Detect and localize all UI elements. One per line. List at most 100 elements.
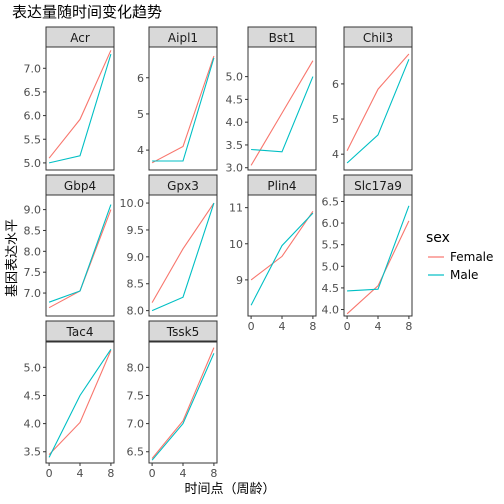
x-tick-label: 0 <box>248 320 255 333</box>
y-tick-label: 6.5 <box>322 195 340 208</box>
x-tick-label: 8 <box>405 320 412 333</box>
y-tick-label: 9 <box>236 274 243 287</box>
series-line-male <box>250 212 314 306</box>
facet-strip <box>148 320 218 342</box>
x-tick-label: 0 <box>149 467 156 480</box>
x-tick-label: 4 <box>77 467 84 480</box>
facet-strip-label: Tssk5 <box>166 325 199 339</box>
y-tick-label: 8.0 <box>127 305 145 318</box>
series-line-male <box>151 202 215 312</box>
facet-plot-area <box>148 341 218 464</box>
chart-title: 表达量随时间变化趋势 <box>12 3 162 21</box>
legend-label-male: Male <box>450 268 478 282</box>
y-tick-label: 9.0 <box>127 251 145 264</box>
y-tick-label: 6.5 <box>24 86 42 99</box>
series-line-female <box>250 60 314 166</box>
facet-panel-bst1: Bst1 3.0 3.5 4.0 4.5 5.0 <box>226 26 317 175</box>
y-tick-label: 10.0 <box>120 197 145 210</box>
y-tick-label: 4.5 <box>24 389 42 402</box>
facet-panel-gpx3: Gpx3 8.0 8.5 9.0 9.5 10.0 <box>120 174 218 318</box>
facet-panel-aipl1: Aipl1 4 5 6 <box>137 26 218 171</box>
facet-panel-slc17a9: Slc17a9 4.0 4.5 5.0 5.5 6.0 6.5 0 4 8 <box>322 174 413 333</box>
y-tick-label: 6.0 <box>322 217 340 230</box>
x-tick-label: 4 <box>375 320 382 333</box>
y-tick-label: 5.5 <box>322 239 340 252</box>
series-line-female <box>346 53 410 151</box>
y-tick-label: 5.0 <box>24 361 42 374</box>
facet-panel-plin4: Plin4 9 10 11 0 4 8 <box>229 174 317 333</box>
series-line-male <box>151 353 215 461</box>
y-tick-label: 5.0 <box>24 157 42 170</box>
y-tick-label: 8.0 <box>127 361 145 374</box>
facet-plot-area <box>247 46 317 171</box>
y-tick-label: 4.0 <box>322 304 340 317</box>
facet-strip-label: Chil3 <box>363 31 393 45</box>
y-tick-label: 5.0 <box>322 260 340 273</box>
x-tick-label: 4 <box>180 467 187 480</box>
x-tick-label: 8 <box>210 467 217 480</box>
y-tick-label: 8.0 <box>24 245 42 258</box>
x-tick-label: 0 <box>344 320 351 333</box>
facet-strip-label: Slc17a9 <box>354 179 402 193</box>
facet-strip-label: Gbp4 <box>64 179 96 193</box>
series-line-female <box>151 202 215 303</box>
x-axis-label: 时间点（周龄） <box>184 482 275 497</box>
y-axis-label: 基因表达水平 <box>5 219 20 297</box>
y-tick-label: 4.5 <box>226 93 244 106</box>
y-tick-label: 6.5 <box>127 446 145 459</box>
y-tick-label: 3.5 <box>226 139 244 152</box>
y-tick-label: 5.5 <box>24 133 42 146</box>
series-line-female <box>250 210 314 281</box>
y-tick-label: 5.0 <box>226 71 244 84</box>
series-line-female <box>151 55 215 164</box>
y-tick-label: 6 <box>332 78 339 91</box>
series-line-female <box>151 347 215 459</box>
facet-strip-label: Plin4 <box>267 179 296 193</box>
series-line-male <box>251 76 314 153</box>
series-line-female <box>48 350 112 455</box>
y-tick-label: 8.5 <box>127 278 145 291</box>
y-tick-label: 4.0 <box>24 418 42 431</box>
facet-strip-label: Bst1 <box>269 31 296 45</box>
y-tick-label: 6 <box>137 72 144 85</box>
facet-strip-label: Aipl1 <box>168 31 198 45</box>
y-tick-label: 4 <box>332 148 339 161</box>
facet-panel-tssk5: Tssk5 6.5 7.0 7.5 8.0 0 4 8 <box>127 320 218 480</box>
y-tick-label: 7.5 <box>127 389 145 402</box>
legend-title: sex <box>426 230 450 246</box>
facet-panel-chil3: Chil3 4 5 6 <box>332 26 413 171</box>
legend-label-female: Female <box>450 250 493 264</box>
y-tick-label: 8.5 <box>24 224 42 237</box>
y-tick-label: 11 <box>229 202 243 215</box>
series-line-male <box>347 205 410 292</box>
y-tick-label: 7.0 <box>127 418 145 431</box>
y-tick-label: 9.5 <box>127 224 145 237</box>
facet-panel-acr: Acr 5.0 5.5 6.0 6.5 7.0 <box>24 26 115 171</box>
y-tick-label: 7.5 <box>24 266 42 279</box>
y-tick-label: 4 <box>137 144 144 157</box>
y-tick-label: 3.5 <box>24 446 42 459</box>
facet-plot-area <box>45 194 115 317</box>
facet-plot-area <box>148 46 218 171</box>
y-tick-label: 3.0 <box>226 162 244 175</box>
y-tick-label: 6.0 <box>24 110 42 123</box>
y-tick-label: 4.0 <box>226 116 244 129</box>
y-tick-label: 7.0 <box>24 62 42 75</box>
facet-strip-label: Tac4 <box>66 325 94 339</box>
facet-panel-gbp4: Gbp4 7.0 7.5 8.0 8.5 9.0 <box>24 174 115 317</box>
x-tick-label: 0 <box>46 467 53 480</box>
series-line-male <box>152 57 215 162</box>
facet-panel-tac4: Tac4 3.5 4.0 4.5 5.0 0 4 8 <box>24 320 115 480</box>
facet-plot-area <box>343 46 413 171</box>
facet-strip-label: Acr <box>70 31 90 45</box>
facet-strip-label: Gpx3 <box>167 179 199 193</box>
facet-strip <box>45 320 115 342</box>
x-tick-label: 8 <box>107 467 114 480</box>
x-tick-label: 4 <box>279 320 286 333</box>
series-line-male <box>48 204 112 303</box>
series-line-male <box>346 59 410 164</box>
y-tick-label: 5 <box>137 108 144 121</box>
x-tick-label: 8 <box>309 320 316 333</box>
